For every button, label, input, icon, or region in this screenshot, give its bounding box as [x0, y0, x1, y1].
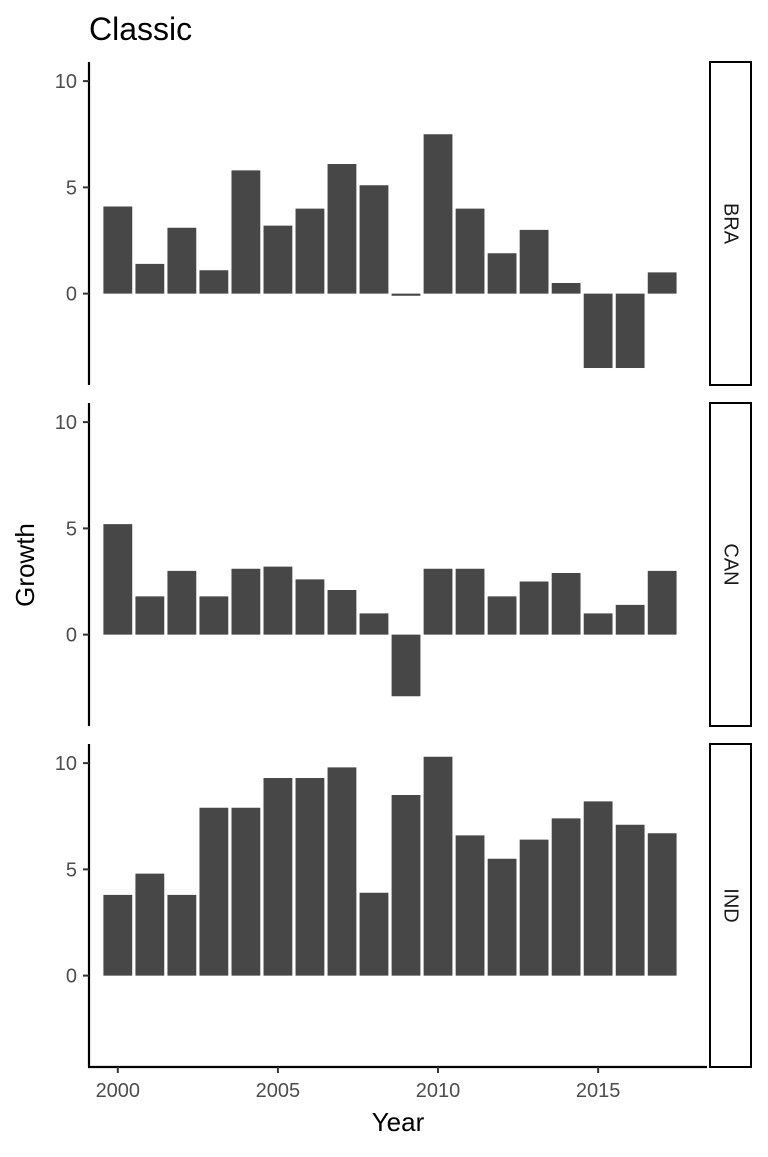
- bar-ind-2014: [551, 818, 581, 976]
- bar-bra-2013: [519, 229, 549, 294]
- y-tick-label: 0: [66, 625, 77, 647]
- facet-strip-label: CAN: [720, 543, 742, 585]
- bar-can-2003: [199, 596, 229, 635]
- y-tick-label: 5: [66, 177, 77, 199]
- bar-bra-2004: [231, 170, 261, 294]
- bar-can-2014: [551, 573, 581, 635]
- bar-can-2007: [327, 590, 357, 635]
- bar-bra-2003: [199, 270, 229, 294]
- y-tick-label: 0: [66, 966, 77, 988]
- bar-can-2001: [135, 596, 165, 635]
- bar-bra-2014: [551, 283, 581, 294]
- bar-can-2006: [295, 579, 325, 635]
- bar-ind-2010: [423, 756, 453, 976]
- bar-can-2013: [519, 581, 549, 635]
- bar-can-2010: [423, 568, 453, 635]
- y-tick-label: 10: [55, 412, 77, 434]
- x-tick-label: 2010: [416, 1080, 461, 1102]
- bar-can-2009: [391, 634, 421, 697]
- bar-bra-2016: [615, 293, 645, 369]
- bar-ind-2006: [295, 778, 325, 976]
- bar-can-2012: [487, 596, 517, 635]
- facet-panels: 0 5 10 BRA 0 5 10 CAN 0 5 10 IND 2000 2005 2010 2015: [55, 61, 752, 1102]
- bar-ind-2011: [455, 835, 485, 976]
- bar-can-2011: [455, 568, 485, 635]
- x-axis-title: Year: [372, 1107, 425, 1137]
- bar-can-2000: [103, 524, 133, 635]
- bar-bra-2000: [103, 206, 133, 294]
- bar-ind-2007: [327, 767, 357, 976]
- bar-ind-2008: [359, 892, 389, 976]
- facet-strip-label: IND: [720, 888, 742, 922]
- bar-ind-2016: [615, 824, 645, 976]
- bar-can-2015: [583, 613, 613, 635]
- y-tick-label: 10: [55, 71, 77, 93]
- bar-ind-2005: [263, 778, 293, 976]
- x-tick-label: 2000: [96, 1080, 141, 1102]
- bar-bra-2001: [135, 263, 165, 294]
- bar-bra-2017: [647, 272, 677, 294]
- bar-ind-2015: [583, 801, 613, 976]
- bar-ind-2002: [167, 894, 197, 976]
- facet-strip-label: BRA: [720, 203, 742, 245]
- facet-panel-can: 0 5 10 CAN: [55, 402, 752, 727]
- bar-bra-2005: [263, 225, 293, 294]
- y-tick-label: 0: [66, 284, 77, 306]
- bar-can-2005: [263, 566, 293, 635]
- bar-ind-2013: [519, 839, 549, 976]
- bar-ind-2003: [199, 807, 229, 976]
- facet-strip: [709, 61, 752, 386]
- facet-panel-bra: 0 5 10 BRA: [55, 61, 752, 386]
- bar-bra-2015: [583, 293, 613, 369]
- bar-bra-2011: [455, 208, 485, 294]
- bar-ind-2001: [135, 873, 165, 976]
- chart-title: Classic: [89, 11, 192, 47]
- bar-bra-2008: [359, 185, 389, 294]
- bar-ind-2009: [391, 795, 421, 976]
- facet-panel-ind: 0 5 10 IND: [55, 743, 752, 1068]
- y-tick-label: 10: [55, 753, 77, 775]
- bar-bra-2012: [487, 253, 517, 294]
- bar-bra-2010: [423, 134, 453, 294]
- bar-can-2017: [647, 570, 677, 635]
- facet-strip: [709, 743, 752, 1068]
- bar-ind-2012: [487, 858, 517, 976]
- facet-strip: [709, 402, 752, 727]
- x-tick-label: 2015: [576, 1080, 621, 1102]
- bar-can-2004: [231, 568, 261, 635]
- bar-can-2002: [167, 570, 197, 635]
- bar-bra-2009: [391, 293, 421, 296]
- x-tick-label: 2005: [256, 1080, 301, 1102]
- bar-bra-2002: [167, 227, 197, 294]
- bar-can-2008: [359, 613, 389, 635]
- bar-ind-2004: [231, 807, 261, 976]
- y-axis-title: Growth: [10, 523, 40, 607]
- bar-bra-2006: [295, 208, 325, 294]
- bar-can-2016: [615, 604, 645, 635]
- bar-bra-2007: [327, 164, 357, 294]
- y-tick-label: 5: [66, 859, 77, 881]
- bar-ind-2000: [103, 894, 133, 976]
- y-tick-label: 5: [66, 518, 77, 540]
- bar-ind-2017: [647, 833, 677, 976]
